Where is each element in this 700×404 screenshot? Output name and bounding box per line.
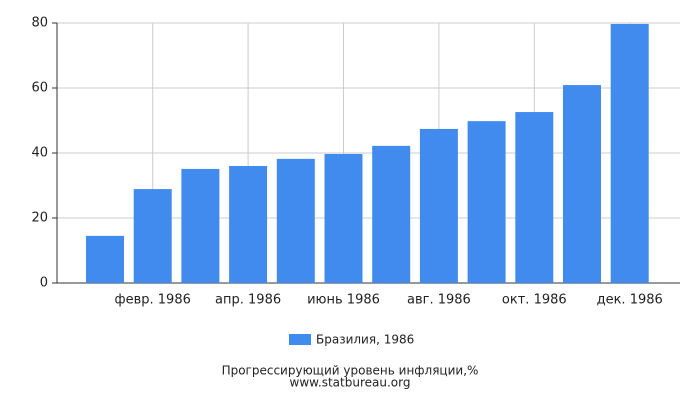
x-tick-label: окт. 1986 — [502, 293, 567, 308]
y-tick-label: 20 — [31, 211, 48, 226]
bar — [133, 189, 172, 283]
bar — [324, 153, 363, 283]
bar — [515, 112, 554, 283]
y-tick-label: 80 — [31, 16, 48, 31]
x-tick-label: апр. 1986 — [215, 293, 281, 308]
bar — [276, 158, 315, 283]
source: www.statbureau.org — [290, 376, 411, 390]
bar — [372, 145, 411, 283]
x-tick-label: авг. 1986 — [407, 293, 471, 308]
chart-title: Прогрессирующий уровень инфляции,% — [222, 364, 479, 378]
y-tick-label: 0 — [40, 276, 48, 291]
y-tick-label: 40 — [31, 146, 48, 161]
bar — [229, 166, 268, 283]
bar — [419, 128, 458, 283]
bar — [181, 168, 220, 283]
bar — [610, 23, 649, 283]
bar — [563, 85, 601, 283]
x-tick-label: дек. 1986 — [597, 293, 663, 308]
y-tick-label: 60 — [31, 81, 48, 96]
bar — [86, 235, 124, 283]
x-tick-label: февр. 1986 — [115, 293, 191, 308]
x-tick-label: июнь 1986 — [307, 293, 380, 308]
legend-swatch — [289, 334, 311, 345]
bar — [467, 121, 506, 284]
legend-label: Бразилия, 1986 — [316, 333, 414, 347]
